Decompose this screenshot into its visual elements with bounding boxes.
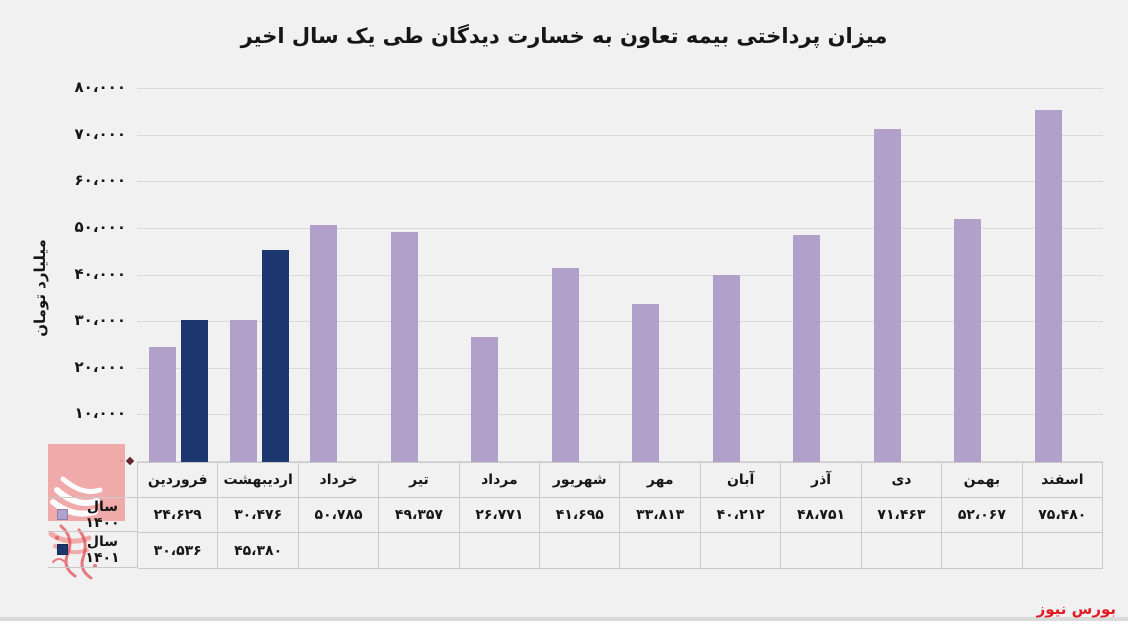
value-سال ۱۴۰۰-آبان: ۴۰،۲۱۲	[700, 498, 782, 533]
legend-label-1401: سال ۱۴۰۱	[85, 533, 120, 566]
y-tick-label-60000: ۶۰،۰۰۰	[74, 171, 126, 189]
value-سال ۱۴۰۰-اسفند: ۷۵،۴۸۰	[1022, 498, 1103, 533]
legend-marker-1400	[57, 509, 68, 520]
gridline-30000	[137, 321, 1103, 322]
month-header-فروردین: فروردین	[138, 463, 219, 498]
month-header-شهریور: شهریور	[540, 463, 621, 498]
value-سال ۱۴۰۱-آبان	[700, 533, 782, 569]
y-tick-label-20000: ۲۰،۰۰۰	[74, 358, 126, 376]
bar-سال ۱۴۰۱-فروردین	[181, 319, 208, 462]
value-سال ۱۴۰۰-آذر: ۴۸،۷۵۱	[781, 498, 862, 533]
bar-سال ۱۴۰۰-مرداد	[471, 337, 498, 462]
month-header-مهر: مهر	[620, 463, 701, 498]
value-سال ۱۴۰۰-مهر: ۳۳،۸۱۳	[620, 498, 701, 533]
bar-سال ۱۴۰۰-تیر	[391, 231, 418, 462]
gridline-20000	[137, 368, 1103, 369]
plot-area	[137, 88, 1103, 462]
gridline-80000	[137, 88, 1103, 89]
bar-سال ۱۴۰۰-آذر	[793, 234, 820, 462]
legend-row-1401: سال ۱۴۰۱	[48, 532, 137, 568]
bar-سال ۱۴۰۰-شهریور	[552, 267, 579, 462]
chart-title: میزان پرداختی بیمه تعاون به خسارت دیدگان…	[240, 24, 888, 48]
legend-row-1400: سال ۱۴۰۰	[48, 497, 137, 532]
value-سال ۱۴۰۰-تیر: ۴۹،۳۵۷	[379, 498, 460, 533]
value-سال ۱۴۰۱-آذر	[781, 533, 862, 569]
month-header-دی: دی	[861, 463, 943, 498]
legend-marker-1401	[57, 544, 68, 555]
bar-سال ۱۴۰۰-فروردین	[149, 347, 176, 462]
value-سال ۱۴۰۰-دی: ۷۱،۴۶۳	[861, 498, 943, 533]
month-header-خرداد: خرداد	[298, 463, 380, 498]
y-tick-label-40000: ۴۰،۰۰۰	[74, 265, 126, 283]
y-tick-label-50000: ۵۰،۰۰۰	[74, 218, 126, 236]
value-سال ۱۴۰۱-شهریور	[540, 533, 621, 569]
value-سال ۱۴۰۱-دی	[861, 533, 943, 569]
value-سال ۱۴۰۱-فروردین: ۳۰،۵۳۶	[138, 533, 219, 569]
source-label: بورس نیوز	[1036, 600, 1116, 618]
bar-سال ۱۴۰۱-اردیبهشت	[262, 250, 289, 462]
month-header-تیر: تیر	[379, 463, 460, 498]
data-table: فروردین اردیبهشت خرداد تیر مرداد شهریور مهر آبا…	[137, 462, 1103, 569]
value-سال ۱۴۰۰-فروردین: ۲۴،۶۲۹	[138, 498, 219, 533]
month-header-بهمن: بهمن	[942, 463, 1023, 498]
value-سال ۱۴۰۰-خرداد: ۵۰،۷۸۵	[298, 498, 380, 533]
value-سال ۱۴۰۱-خرداد	[298, 533, 380, 569]
bar-سال ۱۴۰۰-دی	[874, 128, 901, 462]
gridline-10000	[137, 414, 1103, 415]
value-سال ۱۴۰۰-اردیبهشت: ۳۰،۴۷۶	[218, 498, 299, 533]
legend-label-1400: سال ۱۴۰۰	[85, 498, 120, 531]
gridline-70000	[137, 135, 1103, 136]
value-سال ۱۴۰۱-مرداد	[459, 533, 541, 569]
value-سال ۱۴۰۰-مرداد: ۲۶،۷۷۱	[459, 498, 541, 533]
y-tick-label-30000: ۳۰،۰۰۰	[74, 311, 126, 329]
month-header-آبان: آبان	[700, 463, 782, 498]
bar-سال ۱۴۰۰-اسفند	[1035, 110, 1062, 462]
y-tick-label-0: ۰	[116, 451, 126, 469]
gridline-0	[137, 461, 1103, 462]
gridline-50000	[137, 228, 1103, 229]
value-سال ۱۴۰۱-اسفند	[1022, 533, 1103, 569]
month-header-مرداد: مرداد	[459, 463, 541, 498]
value-سال ۱۴۰۰-شهریور: ۴۱،۶۹۵	[540, 498, 621, 533]
month-header-اردیبهشت: اردیبهشت	[218, 463, 299, 498]
y-tick-label-80000: ۸۰،۰۰۰	[74, 78, 126, 96]
month-header-اسفند: اسفند	[1022, 463, 1103, 498]
gridline-40000	[137, 275, 1103, 276]
y-tick-label-10000: ۱۰،۰۰۰	[74, 404, 126, 422]
bar-سال ۱۴۰۰-آبان	[713, 274, 740, 462]
month-header-آذر: آذر	[781, 463, 862, 498]
value-سال ۱۴۰۱-اردیبهشت: ۴۵،۳۸۰	[218, 533, 299, 569]
y-tick-label-70000: ۷۰،۰۰۰	[74, 125, 126, 143]
bar-سال ۱۴۰۰-مهر	[632, 304, 659, 462]
bar-سال ۱۴۰۰-اردیبهشت	[230, 319, 257, 462]
bottom-edge-divider	[0, 617, 1128, 621]
value-سال ۱۴۰۱-بهمن	[942, 533, 1023, 569]
value-سال ۱۴۰۰-بهمن: ۵۲،۰۶۷	[942, 498, 1023, 533]
value-سال ۱۴۰۱-تیر	[379, 533, 460, 569]
bar-سال ۱۴۰۰-بهمن	[954, 219, 981, 462]
gridline-60000	[137, 181, 1103, 182]
bar-سال ۱۴۰۰-خرداد	[310, 225, 337, 462]
value-سال ۱۴۰۱-مهر	[620, 533, 701, 569]
